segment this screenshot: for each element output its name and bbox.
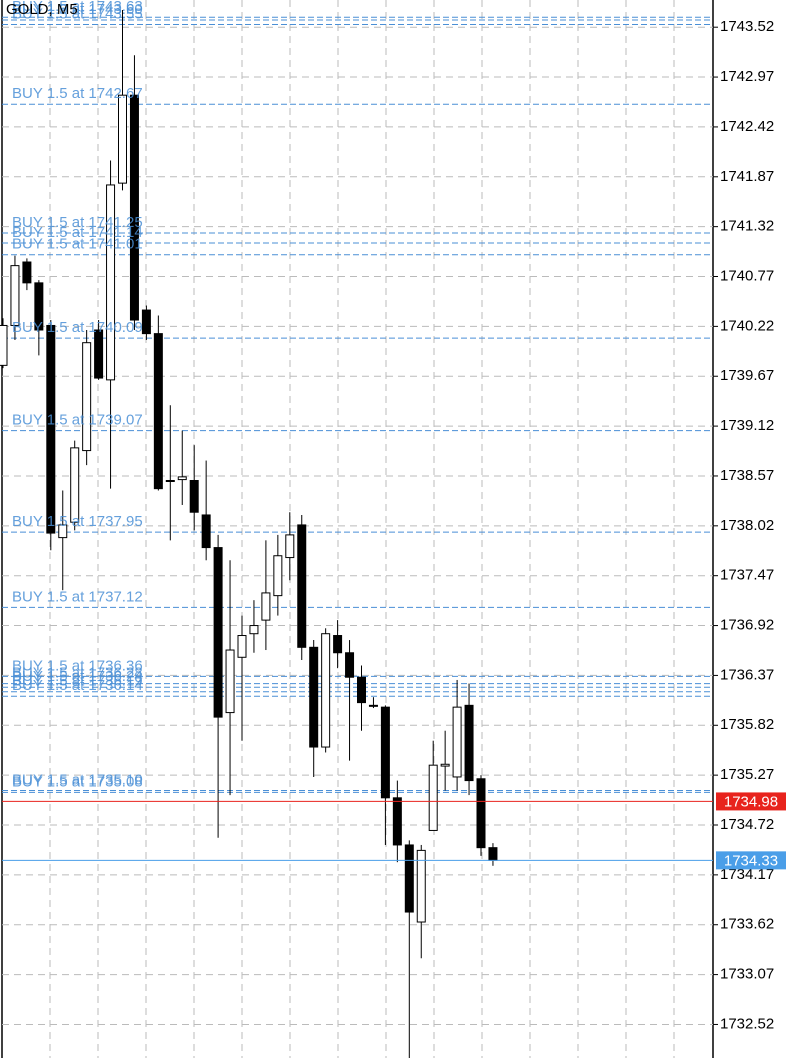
y-tick-label: 1743.52 [720,18,774,35]
y-tick-label: 1742.42 [720,118,774,135]
candle-body [0,324,8,366]
order-label: BUY 1.5 at 1743.63 [12,0,143,15]
order-label: BUY 1.5 at 1743.55 [12,5,143,22]
candle-body [333,635,343,654]
y-tick-label: 1741.32 [720,218,774,235]
order-label: BUY 1.5 at 1737.95 [12,513,143,530]
y-tick-label: 1740.77 [720,267,774,284]
candle-body [368,704,378,707]
candle-body [237,635,247,658]
candle-body [22,261,32,284]
order-label: BUY 1.5 at 1742.67 [12,85,143,102]
y-tick-label: 1735.82 [720,716,774,733]
bid-tag-label: 1734.33 [724,852,778,869]
y-tick-label: 1736.92 [720,617,774,634]
candle-body [70,447,80,523]
order-label: BUY 1.5 at 1736.36 [12,657,143,674]
candle-body [285,534,295,559]
candle-body [392,797,402,846]
candle-body [129,94,139,321]
order-label: BUY 1.5 at 1741.25 [12,214,143,231]
candle-body [34,282,44,331]
y-tick-label: 1741.87 [720,168,774,185]
order-label: BUY 1.5 at 1737.12 [12,588,143,605]
y-tick-label: 1732.52 [720,1015,774,1032]
candle-body [153,333,163,490]
candle-body [452,706,462,778]
ask-tag [716,792,786,811]
order-label: BUY 1.5 at 1741.01 [12,236,143,253]
candle-body [345,652,355,678]
candle-body [58,524,68,539]
chart-title: GOLD, M5 [6,1,78,18]
candle-body [177,476,187,481]
candle-body [297,524,307,648]
y-tick-label: 1738.02 [720,517,774,534]
candle-body [428,764,438,831]
candle-body [309,646,319,748]
candle-body [476,778,486,849]
order-label: BUY 1.5 at 1736.14 [12,677,143,694]
y-tick-label: 1734.17 [720,866,774,883]
candle-body [165,479,175,482]
order-label: BUY 1.5 at 1743.60 [12,1,143,18]
y-tick-label: 1740.22 [720,317,774,334]
candle-body [488,847,498,861]
candle-body [82,342,92,452]
candle-body [46,324,56,534]
candle-body [201,514,211,549]
y-tick-label: 1735.27 [720,766,774,783]
candle-body [249,625,259,635]
candle-body [118,94,127,184]
y-tick-label: 1739.12 [720,417,774,434]
candle-body [273,555,283,597]
candle-body [261,592,271,621]
ask-tag-label: 1734.98 [724,793,778,810]
y-tick-label: 1733.07 [720,966,774,983]
candle-body [404,844,414,913]
candle-body [213,547,223,718]
candle-body [106,184,116,381]
candle-body [440,763,450,767]
order-label: BUY 1.5 at 1735.10 [12,772,143,789]
bid-tag [716,851,786,870]
order-label: BUY 1.5 at 1736.19 [12,673,143,690]
candle-body [321,633,331,748]
candle-body [225,649,235,714]
order-label: BUY 1.5 at 1736.24 [12,668,143,685]
y-tick-label: 1733.62 [720,916,774,933]
candle-body [189,479,199,513]
candle-body [94,329,104,379]
y-tick-label: 1742.97 [720,68,774,85]
candle-body [357,676,366,704]
order-label: BUY 1.5 at 1740.09 [12,319,143,336]
candle-body [464,704,474,782]
order-label: BUY 1.5 at 1735.08 [12,773,143,790]
candle-body [416,849,426,923]
y-tick-label: 1737.47 [720,567,774,584]
y-tick-label: 1736.37 [720,666,774,683]
order-label: BUY 1.5 at 1736.28 [12,665,143,682]
y-tick-label: 1734.72 [720,816,774,833]
order-label: BUY 1.5 at 1739.07 [12,412,143,429]
candle-body [10,265,20,326]
y-tick-label: 1739.67 [720,367,774,384]
candle-body [380,706,390,799]
order-label: BUY 1.5 at 1741.14 [12,224,143,241]
candle-body [141,309,151,335]
y-tick-label: 1738.57 [720,467,774,484]
